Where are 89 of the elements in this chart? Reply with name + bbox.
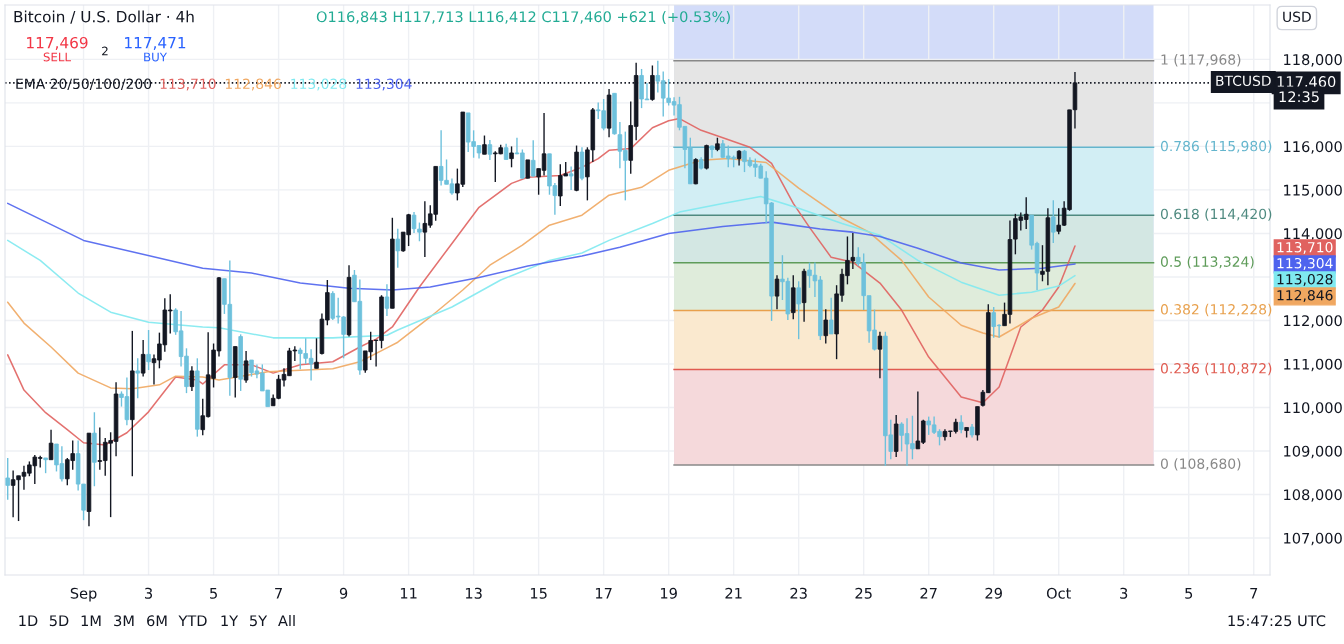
x-tick-label: 7: [275, 587, 282, 599]
text: USD: [1283, 11, 1311, 23]
y-tick-label: 109,000: [1284, 445, 1342, 459]
text: 5Y: [250, 615, 268, 627]
ref-line-label: 1 (117,968): [1161, 54, 1241, 67]
candlestick: [135, 357, 140, 400]
text: 6M: [147, 615, 167, 627]
text: 112,846: [1277, 289, 1333, 302]
text: 1Y: [221, 615, 239, 627]
ref-line-label: 117,460: [1277, 76, 1336, 89]
chart-subtitle: O116,843 H117,713 L116,412 C117,460 +621 (+0.53%): [316, 10, 730, 24]
candlestick: [823, 308, 829, 345]
y-tick-label: 111,000: [1284, 358, 1342, 372]
text: 1D: [19, 615, 38, 627]
candlestick: [482, 134, 487, 155]
ref-line-label: 0.786 (115,980): [1160, 140, 1272, 153]
candlestick: [525, 159, 531, 180]
annotation: 117,471: [125, 37, 186, 50]
candlestick: [384, 283, 390, 317]
text: 113,304: [1277, 257, 1333, 270]
text: 3M: [114, 615, 134, 627]
candlestick: [314, 337, 319, 370]
ref-line-label: 0.236 (110,872): [1160, 362, 1272, 376]
annotation: BUY: [144, 52, 167, 62]
x-tick-label: 13: [465, 587, 482, 599]
text: 15:47:25 UTC: [1228, 615, 1326, 627]
candlestick: [243, 350, 249, 384]
candlestick: [530, 139, 536, 178]
candlestick: [1051, 199, 1056, 244]
y-tick-label: 118,000: [1284, 54, 1342, 67]
text: 5D: [49, 615, 69, 627]
x-tick-label: 3: [145, 587, 153, 599]
y-tick-label: 112,000: [1284, 315, 1342, 328]
y-tick-label: 108,000: [1284, 489, 1342, 502]
text: All: [278, 614, 295, 627]
annotation: 112,846: [225, 78, 281, 91]
text: 113,028: [1277, 273, 1333, 286]
annotation: 2: [102, 46, 108, 56]
x-tick-label: Oct: [1046, 587, 1071, 599]
x-tick-label: 11: [400, 587, 417, 599]
y-tick-label: 107,000: [1284, 532, 1342, 546]
x-tick-label: 7: [1250, 587, 1258, 599]
x-tick-label: 21: [725, 587, 742, 599]
candlestick: [140, 339, 146, 378]
x-tick-label: 25: [855, 587, 872, 599]
x-tick-label: 29: [985, 587, 1002, 599]
ref-line-label: 0.618 (114,420): [1160, 208, 1272, 221]
candlestick: [146, 329, 151, 371]
ref-line-label: 0 (108,680): [1160, 458, 1241, 471]
candlestick: [189, 365, 195, 392]
candlestick: [509, 145, 514, 168]
y-tick-label: 114,000: [1284, 228, 1342, 241]
annotation: 113,028: [291, 78, 347, 91]
x-tick-label: 17: [595, 587, 612, 599]
ref-line-label: 0.5 (113,324): [1160, 256, 1254, 269]
x-tick-label: 15: [530, 587, 547, 599]
y-tick-label: 116,000: [1284, 141, 1342, 154]
x-tick-label: 27: [920, 587, 937, 599]
text: 1M: [81, 615, 101, 627]
candlestick: [5, 457, 10, 501]
annotation: EMA 20/50/100/200: [16, 78, 152, 91]
x-tick-label: Sep: [70, 587, 97, 602]
y-tick-label: 115,000: [1284, 184, 1342, 198]
chart-title: Bitcoin / U.S. Dollar · 4h: [14, 10, 194, 24]
x-tick-label: 9: [339, 587, 348, 599]
candlestick: [828, 297, 834, 335]
x-tick-label: 19: [660, 587, 677, 599]
annotation: SELL: [43, 52, 71, 62]
candlestick: [48, 428, 54, 461]
candlestick: [395, 227, 401, 269]
x-tick-label: 3: [1120, 587, 1128, 599]
annotation: BTCUSD: [1216, 75, 1271, 87]
text: YTD: [178, 615, 207, 627]
candlestick: [709, 144, 715, 159]
candlestick: [796, 280, 801, 340]
text: 12:35: [1279, 91, 1319, 103]
text: 113,710: [1277, 241, 1333, 254]
x-tick-label: 5: [210, 587, 217, 599]
candlestick: [487, 139, 493, 161]
candlestick: [568, 165, 574, 191]
candlestick: [774, 274, 780, 310]
candlestick: [877, 331, 883, 380]
annotation: 113,710: [160, 78, 216, 91]
annotation: 117,469: [27, 36, 88, 50]
y-tick-label: 110,000: [1284, 402, 1342, 415]
ref-line-label: 0.382 (112,228): [1160, 303, 1272, 317]
annotation: 113,304: [356, 78, 412, 91]
x-tick-label: 23: [790, 587, 807, 599]
x-tick-label: 5: [1185, 587, 1193, 599]
